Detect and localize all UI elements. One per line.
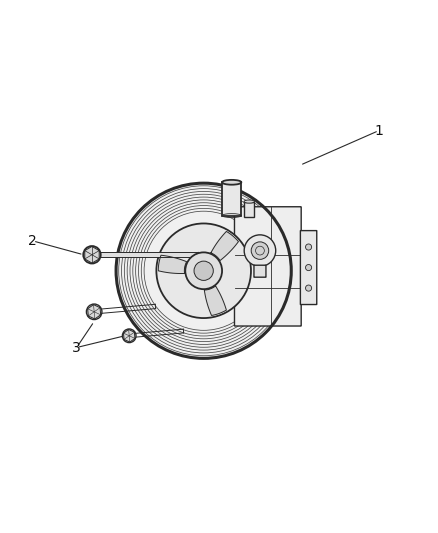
Polygon shape: [124, 329, 135, 342]
Bar: [100, 252, 198, 257]
Ellipse shape: [198, 252, 199, 257]
Circle shape: [156, 223, 251, 318]
Ellipse shape: [244, 200, 254, 203]
Text: 1: 1: [374, 124, 383, 138]
Circle shape: [306, 264, 311, 271]
Circle shape: [244, 235, 276, 266]
FancyBboxPatch shape: [300, 231, 317, 304]
Text: 2: 2: [28, 234, 37, 248]
Text: 3: 3: [72, 341, 81, 354]
Circle shape: [251, 242, 269, 260]
Polygon shape: [205, 286, 226, 316]
Bar: [222, 182, 241, 215]
Circle shape: [116, 183, 291, 358]
Circle shape: [306, 285, 311, 291]
Polygon shape: [85, 246, 99, 263]
Ellipse shape: [222, 180, 241, 185]
Circle shape: [194, 261, 213, 280]
Circle shape: [185, 252, 222, 289]
Bar: [244, 201, 254, 217]
Polygon shape: [158, 255, 187, 273]
FancyBboxPatch shape: [234, 207, 301, 326]
Polygon shape: [88, 305, 101, 319]
Circle shape: [306, 244, 311, 250]
Polygon shape: [211, 231, 238, 261]
FancyBboxPatch shape: [254, 265, 266, 277]
